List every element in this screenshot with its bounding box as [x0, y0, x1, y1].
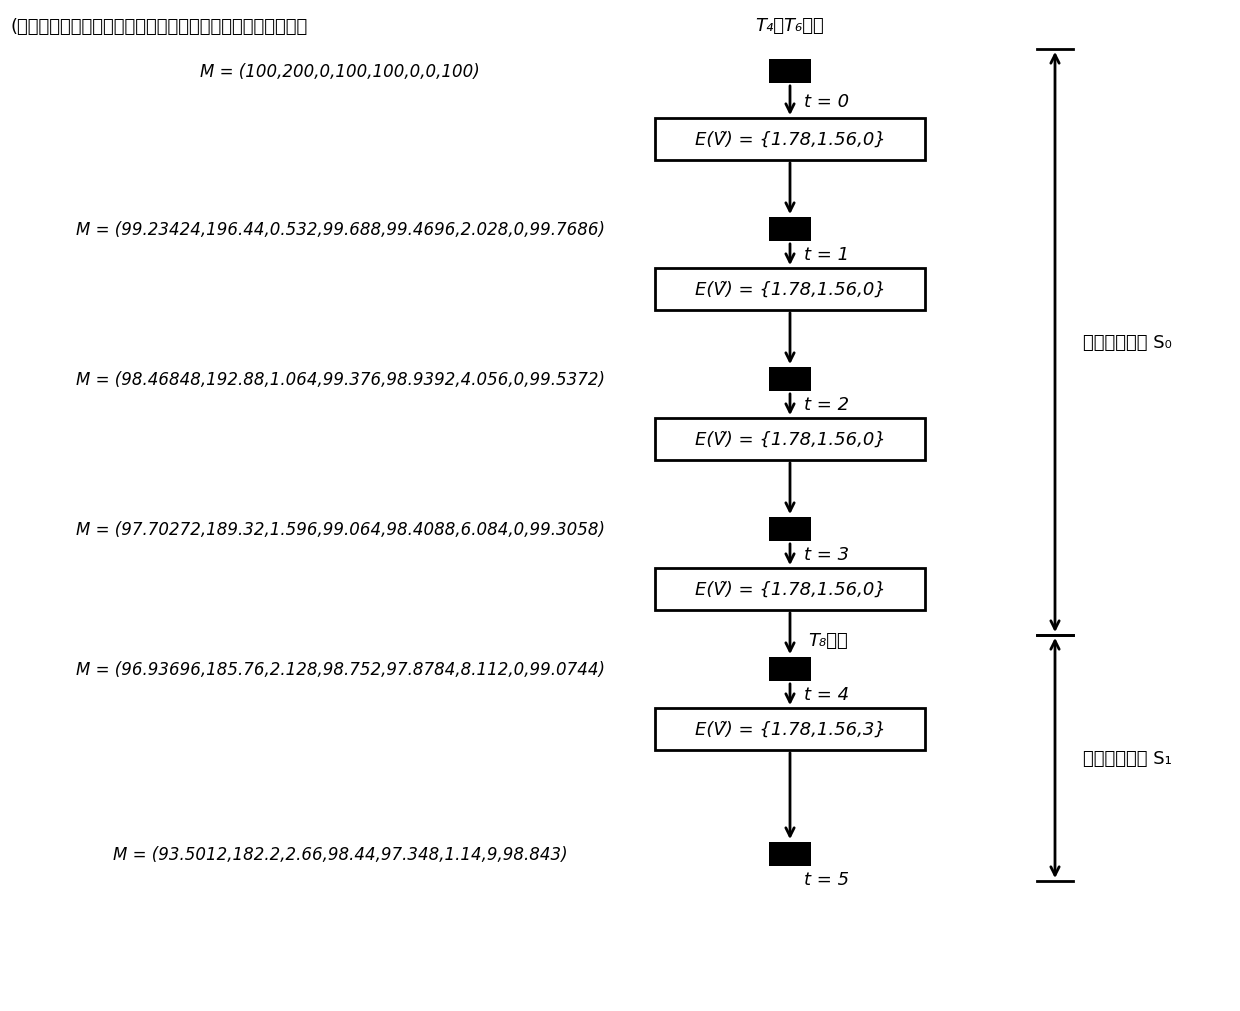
Bar: [769, 217, 811, 242]
Text: t = 5: t = 5: [804, 870, 849, 888]
Text: M = (97.70272,189.32,1.596,99.064,98.4088,6.084,0,99.3058): M = (97.70272,189.32,1.596,99.064,98.408…: [76, 521, 605, 539]
Bar: [769, 60, 811, 84]
Text: E(Ṽ) = {1.78,1.56,0}: E(Ṽ) = {1.78,1.56,0}: [694, 580, 885, 599]
Text: (蜂汽，原料液，浓液碘，白糖，燔盐，燔融浓碘，片碘，电）: (蜂汽，原料液，浓液碘，白糖，燔盐，燔融浓碘，片碘，电）: [10, 18, 308, 36]
Text: M = (100,200,0,100,100,0,0,100): M = (100,200,0,100,100,0,0,100): [200, 63, 480, 81]
Bar: [655, 119, 925, 161]
Bar: [655, 269, 925, 310]
Text: 稳态运行区间 S₀: 稳态运行区间 S₀: [1083, 334, 1172, 352]
Text: t = 2: t = 2: [804, 395, 849, 413]
Text: t = 0: t = 0: [804, 92, 849, 110]
Text: T₈濃发: T₈濃发: [808, 632, 848, 649]
Text: t = 4: t = 4: [804, 685, 849, 704]
Bar: [655, 568, 925, 611]
Bar: [655, 419, 925, 461]
Text: M = (93.5012,182.2,2.66,98.44,97.348,1.14,9,98.843): M = (93.5012,182.2,2.66,98.44,97.348,1.1…: [113, 845, 568, 863]
Bar: [769, 518, 811, 542]
Text: t = 1: t = 1: [804, 246, 849, 264]
Bar: [769, 368, 811, 391]
Text: E(Ṽ) = {1.78,1.56,0}: E(Ṽ) = {1.78,1.56,0}: [694, 281, 885, 298]
Bar: [769, 842, 811, 866]
Text: M = (98.46848,192.88,1.064,99.376,98.9392,4.056,0,99.5372): M = (98.46848,192.88,1.064,99.376,98.939…: [76, 371, 605, 388]
Bar: [655, 709, 925, 750]
Bar: [769, 657, 811, 681]
Text: T₄、T₆濃发: T₄、T₆濃发: [755, 17, 825, 35]
Text: E(Ṽ) = {1.78,1.56,0}: E(Ṽ) = {1.78,1.56,0}: [694, 130, 885, 149]
Text: M = (99.23424,196.44,0.532,99.688,99.4696,2.028,0,99.7686): M = (99.23424,196.44,0.532,99.688,99.469…: [76, 220, 605, 239]
Text: t = 3: t = 3: [804, 546, 849, 563]
Text: 稳态运行区间 S₁: 稳态运行区间 S₁: [1083, 749, 1172, 767]
Text: E(Ṽ) = {1.78,1.56,0}: E(Ṽ) = {1.78,1.56,0}: [694, 431, 885, 449]
Text: E(Ṽ) = {1.78,1.56,3}: E(Ṽ) = {1.78,1.56,3}: [694, 720, 885, 738]
Text: M = (96.93696,185.76,2.128,98.752,97.8784,8.112,0,99.0744): M = (96.93696,185.76,2.128,98.752,97.878…: [76, 660, 605, 678]
